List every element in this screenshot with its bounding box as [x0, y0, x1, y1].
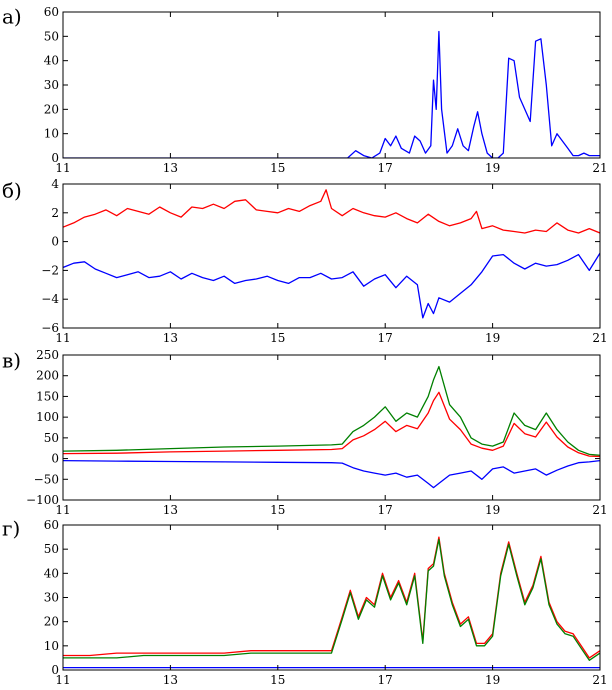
- x-tick-label: 17: [378, 161, 393, 175]
- y-tick-label: 0: [51, 452, 59, 466]
- y-tick-label: 20: [44, 102, 59, 116]
- series-line-green: [63, 365, 600, 456]
- y-tick-label: 0: [51, 663, 59, 677]
- plot-frame: [62, 11, 601, 159]
- x-tick-label: 19: [485, 331, 500, 345]
- y-tick-label: −6: [41, 321, 59, 335]
- y-tick-label: 50: [44, 29, 59, 43]
- x-tick-label: 13: [163, 673, 178, 687]
- x-tick-label: 11: [55, 673, 70, 687]
- y-tick-label: −50: [34, 472, 59, 486]
- panel-label: в): [2, 349, 21, 373]
- y-tick-label: 2: [51, 206, 59, 220]
- y-tick-label: 30: [44, 78, 59, 92]
- y-tick-label: 0: [51, 151, 59, 165]
- y-tick-label: 100: [36, 410, 59, 424]
- x-tick-label: 11: [55, 161, 70, 175]
- x-tick-label: 17: [378, 673, 393, 687]
- y-tick-label: 4: [51, 177, 59, 191]
- plot-frame: [62, 524, 601, 671]
- x-tick-label: 19: [485, 673, 500, 687]
- x-tick-label: 11: [55, 503, 70, 517]
- y-tick-label: 10: [44, 127, 59, 141]
- x-tick-label: 21: [592, 503, 607, 517]
- panel-3: в) 11 13 15 17 19 21 −100 −50 0 50 100 150 200 250: [2, 348, 608, 517]
- y-tick-label: −4: [41, 292, 59, 306]
- x-tick-label: 15: [270, 673, 285, 687]
- x-tick-label: 21: [592, 161, 607, 175]
- y-tick-label: 10: [44, 639, 59, 653]
- x-tick-label: 21: [592, 331, 607, 345]
- y-tick-label: 60: [44, 5, 59, 19]
- x-tick-label: 19: [485, 503, 500, 517]
- y-tick-label: 40: [44, 54, 59, 68]
- y-tick-label: −2: [41, 263, 59, 277]
- series-line-green: [63, 538, 600, 661]
- series-line-red: [63, 536, 600, 659]
- y-tick-label: 50: [44, 431, 59, 445]
- y-tick-label: 30: [44, 591, 59, 605]
- y-tick-label: 200: [36, 369, 59, 383]
- y-tick-label: −100: [26, 493, 59, 507]
- panel-label: а): [2, 5, 22, 29]
- y-tick-label: 40: [44, 566, 59, 580]
- x-tick-label: 13: [163, 331, 178, 345]
- x-tick-label: 19: [485, 161, 500, 175]
- plot-frame: [62, 354, 601, 501]
- panel-label: г): [2, 517, 20, 541]
- x-tick-label: 13: [163, 161, 178, 175]
- series-line-blue: [63, 459, 600, 489]
- plot-frame: [62, 183, 601, 329]
- y-tick-label: 150: [36, 389, 59, 403]
- series-line-blue: [63, 252, 600, 319]
- series-line-blue: [63, 30, 600, 158]
- x-tick-label: 15: [270, 161, 285, 175]
- series-line-red: [63, 189, 600, 234]
- panel-2: б) 11 13 15 17 19 21 −6 −4 −2 0 2 4: [2, 177, 608, 345]
- x-tick-label: 15: [270, 331, 285, 345]
- y-tick-label: 60: [44, 518, 59, 532]
- y-tick-label: 250: [36, 348, 59, 362]
- y-tick-label: 20: [44, 615, 59, 629]
- y-tick-label: 0: [51, 235, 59, 249]
- x-tick-label: 21: [592, 673, 607, 687]
- x-tick-label: 13: [163, 503, 178, 517]
- panel-4: г) 11 13 15 17 19 21 0 10 20 30 40 50 60: [2, 517, 608, 688]
- x-tick-label: 11: [55, 331, 70, 345]
- panel-label: б): [2, 179, 22, 203]
- y-tick-label: 50: [44, 542, 59, 556]
- panel-1: а) 11 13 15 17 19 21 0 10 20 30 40 50 60: [2, 5, 608, 176]
- x-tick-label: 15: [270, 503, 285, 517]
- x-tick-label: 17: [378, 503, 393, 517]
- x-tick-label: 17: [378, 331, 393, 345]
- series-line-red: [63, 391, 600, 458]
